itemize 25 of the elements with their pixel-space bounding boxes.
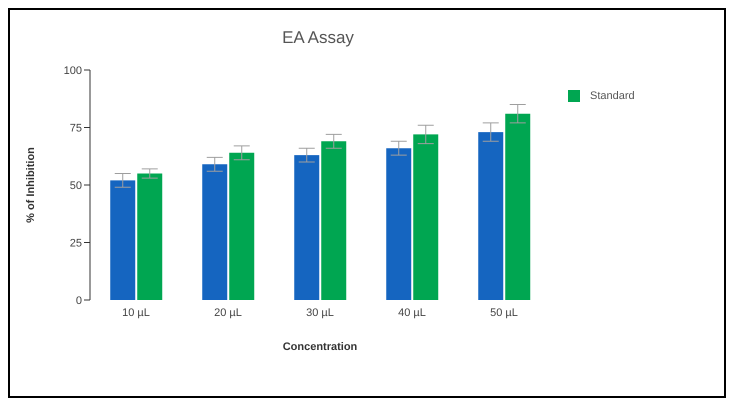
bar: [110, 180, 136, 300]
x-tick-label: 10 µL: [122, 306, 150, 319]
y-tick-label: 0: [76, 294, 82, 307]
bar: [321, 141, 346, 300]
bar: [294, 155, 320, 300]
bar: [505, 114, 530, 300]
x-tick-label: 50 µL: [490, 306, 518, 319]
y-tick-label: 25: [70, 237, 82, 250]
legend-label: Standard: [590, 90, 635, 102]
bar: [137, 174, 162, 300]
y-tick-label: 100: [64, 64, 82, 77]
x-tick-label: 30 µL: [306, 306, 334, 319]
frame: EA Assay 10 µL 20 µL 30 µL 40 µL 50 µL Concentration 0 25 50 75 100 % of Inhibition Standard: [8, 8, 726, 398]
y-axis-title: % of Inhibition: [24, 146, 37, 223]
chart-title: EA Assay: [281, 28, 355, 48]
x-tick-label: 20 µL: [214, 306, 242, 319]
bar: [413, 134, 438, 300]
bar: [386, 148, 412, 300]
x-axis-title: Concentration: [282, 341, 358, 353]
bar: [202, 164, 228, 300]
x-tick-label: 40 µL: [398, 306, 426, 319]
bar: [229, 152, 254, 300]
y-tick-label: 50: [70, 180, 82, 192]
y-tick-label: 75: [70, 122, 82, 134]
bar: [478, 132, 504, 300]
